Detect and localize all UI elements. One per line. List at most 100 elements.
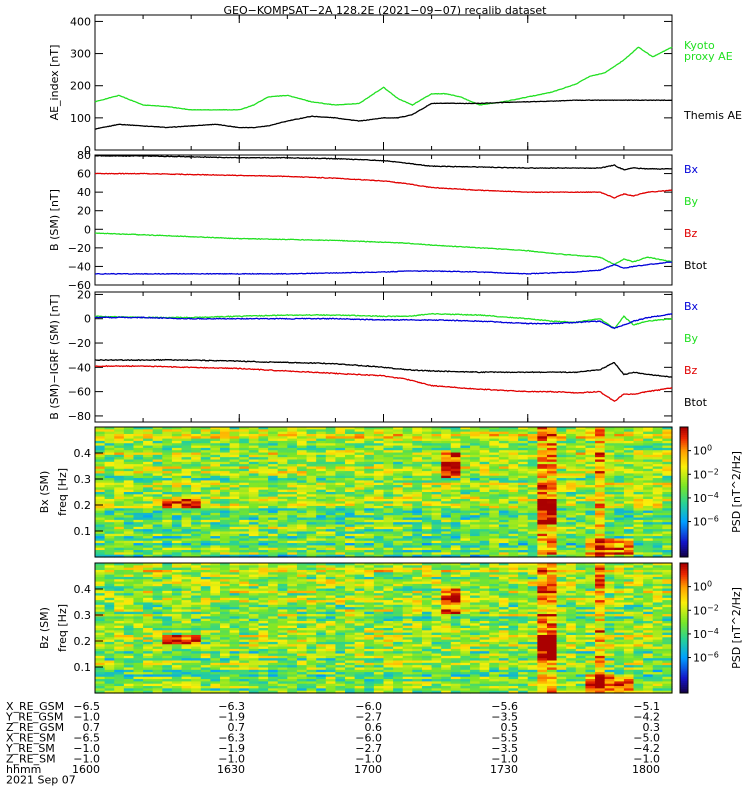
spectrogram-cell (123, 686, 135, 689)
spectrogram-cell (200, 508, 211, 512)
spectrogram-cell (450, 543, 462, 546)
spectrogram-cell (287, 482, 298, 486)
spectrogram-cell (123, 690, 135, 694)
spectrogram-cell (152, 602, 163, 606)
spectrogram-cell (460, 508, 471, 512)
spectrogram-cell (104, 674, 115, 678)
spectrogram-cell (104, 630, 115, 634)
spectrogram-cell (143, 531, 154, 535)
spectrogram-cell (171, 438, 183, 442)
spectrogram-cell (239, 616, 250, 620)
spectrogram-cell (643, 536, 654, 540)
spectrogram-cell (518, 438, 529, 442)
spectrogram-cell (104, 433, 115, 437)
spectrogram-cell (325, 543, 337, 546)
spectrogram-cell (104, 427, 115, 430)
spectrogram-cell (296, 508, 308, 512)
spectrogram-cell (306, 588, 317, 592)
spectrogram-cell (220, 688, 231, 692)
spectrogram-cell (345, 531, 356, 535)
spectrogram-cell (95, 496, 106, 500)
spectrogram-cell (210, 646, 221, 650)
spectrogram-cell (354, 431, 365, 435)
spectrogram-cell (470, 452, 481, 456)
spectrogram-cell (383, 433, 394, 437)
spectrogram-cell (652, 427, 663, 430)
spectrogram-cell (248, 690, 260, 694)
spectrogram-cell (441, 440, 452, 444)
spectrogram-cell (614, 438, 625, 442)
spectrogram-cell (152, 531, 163, 535)
spectrogram-cell (527, 487, 538, 491)
spectrogram-cell (431, 431, 442, 435)
spectrogram-cell (95, 688, 106, 692)
spectrogram-cell (152, 494, 163, 498)
spectrogram-cell (287, 667, 298, 671)
spectrogram-cell (162, 429, 173, 433)
spectrogram-cell (623, 501, 635, 505)
spectrogram-cell (104, 503, 115, 507)
spectrogram-cell (354, 459, 365, 463)
spectrogram-cell (527, 552, 538, 556)
spectrogram-cell (162, 639, 173, 643)
spectrogram-cell (123, 644, 135, 648)
spectrogram-cell (229, 457, 240, 461)
spectrogram-cell (537, 533, 548, 537)
spectrogram-cell (441, 478, 452, 481)
spectrogram-cell (95, 607, 106, 611)
spectrogram-cell (191, 641, 202, 645)
spectrogram-cell (354, 552, 365, 556)
spectrogram-cell (595, 452, 606, 456)
spectrogram-cell (373, 492, 385, 495)
spectrogram-cell (171, 614, 183, 617)
spectrogram-cell (604, 473, 615, 477)
spectrogram-cell (585, 512, 596, 516)
spectrogram-cell (354, 427, 365, 430)
spectrogram-cell (633, 498, 644, 502)
spectrogram-cell (614, 536, 625, 540)
spectrogram-cell (604, 464, 615, 468)
spectrogram-cell (479, 547, 490, 551)
spectrogram-cell (470, 433, 481, 437)
spectrogram-cell (373, 487, 385, 491)
spectrogram-cell (566, 547, 577, 551)
spectrogram-cell (364, 501, 375, 505)
spectrogram-cell (123, 602, 135, 606)
spectrogram-cell (277, 547, 288, 551)
spectrogram-cell (662, 450, 673, 454)
spectrogram-cell (498, 429, 510, 433)
spectrogram-cell (421, 440, 433, 444)
spectrogram-cell (527, 510, 538, 514)
spectrogram-cell (200, 473, 211, 477)
spectrogram-cell (354, 496, 365, 500)
spectrogram-cell (431, 526, 442, 530)
spectrogram-cell (402, 468, 413, 472)
spectrogram-cell (287, 427, 298, 430)
spectrogram-cell (566, 526, 577, 530)
spectrogram-cell (633, 496, 644, 500)
spectrogram-cell (191, 690, 202, 694)
spectrogram-cell (229, 639, 240, 643)
spectrogram-cell (133, 609, 144, 613)
spectrogram-cell (181, 614, 192, 617)
spectrogram-cell (402, 487, 413, 491)
spectrogram-cell (527, 512, 538, 516)
spectrogram-cell (527, 436, 538, 440)
spectrogram-cell (508, 492, 519, 495)
spectrogram-cell (508, 475, 519, 479)
spectrogram-cell (585, 505, 596, 509)
spectrogram-cell (402, 492, 413, 495)
spectrogram-cell (181, 485, 192, 488)
spectrogram-cell (239, 595, 250, 599)
spectrogram-cell (191, 429, 202, 433)
spectrogram-cell (123, 625, 135, 629)
spectrogram-cell (277, 623, 288, 627)
series-line-by (94, 232, 673, 266)
spectrogram-cell (229, 508, 240, 512)
spectrogram-cell (575, 475, 587, 479)
spectrogram-cell (181, 576, 192, 580)
spectrogram-cell (95, 579, 106, 583)
spectrogram-cell (306, 538, 317, 542)
spectrogram-cell (210, 588, 221, 592)
spectrogram-cell (95, 466, 106, 470)
